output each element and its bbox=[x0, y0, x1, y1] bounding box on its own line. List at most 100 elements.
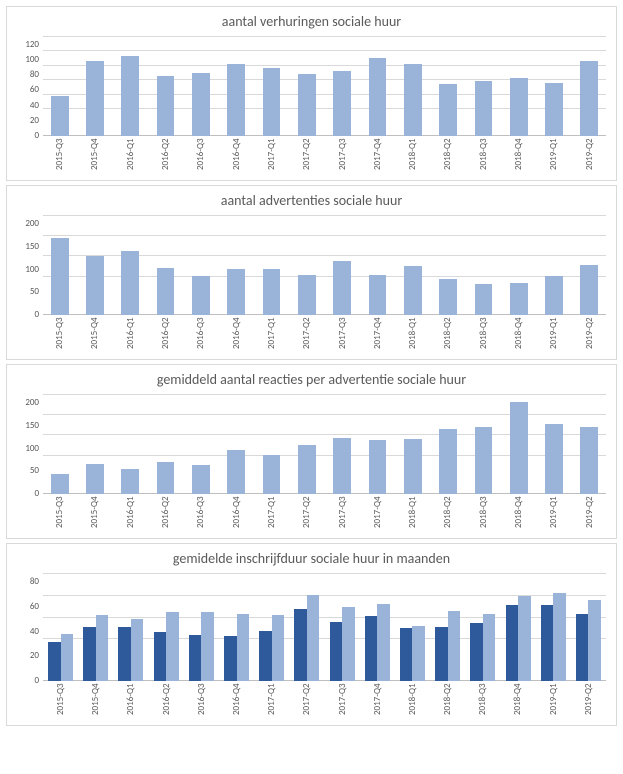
x-axis: 2015-Q32015-Q42016-Q12016-Q22016-Q32016-… bbox=[17, 138, 606, 176]
y-tick-label: 60 bbox=[17, 85, 39, 94]
x-tick-label: 2018-Q4 bbox=[506, 138, 531, 176]
bar bbox=[51, 96, 69, 136]
bar-slot bbox=[504, 573, 531, 681]
y-axis: 020406080100120 bbox=[17, 36, 43, 136]
bar bbox=[580, 61, 598, 136]
y-tick-label: 100 bbox=[17, 444, 39, 453]
chart-title: gemidelde inschrijfduur sociale huur in … bbox=[17, 550, 606, 567]
x-tick-label: 2018-Q3 bbox=[469, 683, 496, 721]
x-tick-label: 2015-Q3 bbox=[47, 496, 72, 534]
y-tick-label: 0 bbox=[17, 310, 39, 319]
bar-slot bbox=[153, 394, 178, 494]
bar bbox=[448, 611, 461, 681]
bars-container bbox=[43, 573, 606, 681]
bar bbox=[224, 636, 237, 681]
bar bbox=[192, 465, 210, 494]
bar bbox=[121, 469, 139, 494]
chart-panel-inschrijfduur: gemidelde inschrijfduur sociale huur in … bbox=[6, 543, 617, 726]
x-tick-label: 2018-Q2 bbox=[435, 138, 460, 176]
x-tick-label: 2017-Q2 bbox=[294, 138, 319, 176]
bar-slot bbox=[435, 394, 460, 494]
bar bbox=[201, 612, 214, 681]
chart-body: 020406080100120 bbox=[17, 36, 606, 136]
bar-slot bbox=[223, 573, 250, 681]
y-tick-label: 200 bbox=[17, 398, 39, 407]
x-tick-label: 2016-Q3 bbox=[188, 138, 213, 176]
bar-slot bbox=[577, 215, 602, 315]
x-tick-label: 2019-Q1 bbox=[540, 683, 567, 721]
y-tick-label: 150 bbox=[17, 421, 39, 430]
y-tick-label: 0 bbox=[17, 676, 39, 685]
plot-area bbox=[43, 573, 606, 681]
y-tick-label: 120 bbox=[17, 40, 39, 49]
x-axis: 2015-Q32015-Q42016-Q12016-Q22016-Q32016-… bbox=[17, 683, 606, 721]
bar bbox=[333, 71, 351, 136]
bar bbox=[506, 605, 519, 681]
bar bbox=[86, 256, 104, 315]
bar-slot bbox=[259, 215, 284, 315]
bar-slot bbox=[294, 36, 319, 136]
bar-slot bbox=[506, 36, 531, 136]
bar-slot bbox=[259, 394, 284, 494]
bars-container bbox=[43, 394, 606, 494]
x-tick-label: 2018-Q3 bbox=[471, 317, 496, 355]
bar bbox=[518, 596, 531, 681]
bar-slot bbox=[329, 573, 356, 681]
bar bbox=[435, 627, 448, 681]
x-tick-label: 2016-Q1 bbox=[118, 138, 143, 176]
bars-container bbox=[43, 215, 606, 315]
bar bbox=[48, 642, 61, 681]
x-tick-label: 2018-Q2 bbox=[435, 496, 460, 534]
x-tick-label: 2017-Q2 bbox=[293, 683, 320, 721]
x-tick-label: 2015-Q3 bbox=[47, 138, 72, 176]
plot-area bbox=[43, 36, 606, 136]
bar-slot bbox=[82, 394, 107, 494]
y-tick-label: 60 bbox=[17, 602, 39, 611]
x-axis: 2015-Q32015-Q42016-Q12016-Q22016-Q32016-… bbox=[17, 317, 606, 355]
bar bbox=[333, 261, 351, 315]
bar-slot bbox=[577, 394, 602, 494]
x-tick-label: 2017-Q3 bbox=[329, 683, 356, 721]
y-tick-label: 20 bbox=[17, 651, 39, 660]
x-tick-label: 2017-Q4 bbox=[365, 138, 390, 176]
x-tick-label: 2015-Q4 bbox=[82, 683, 109, 721]
bar bbox=[439, 429, 457, 494]
bar bbox=[118, 627, 131, 681]
chart-body: 050100150200 bbox=[17, 394, 606, 494]
x-tick-label: 2017-Q1 bbox=[259, 138, 284, 176]
chart-panel-advertenties: aantal advertenties sociale huur05010015… bbox=[6, 185, 617, 360]
bar-slot bbox=[575, 573, 602, 681]
bar bbox=[121, 56, 139, 136]
bar-slot bbox=[541, 394, 566, 494]
bar bbox=[227, 269, 245, 316]
bar bbox=[121, 251, 139, 315]
x-tick-label: 2018-Q1 bbox=[399, 683, 426, 721]
bar bbox=[157, 462, 175, 495]
chart-body: 020406080 bbox=[17, 573, 606, 681]
y-tick-label: 40 bbox=[17, 627, 39, 636]
y-tick-label: 20 bbox=[17, 116, 39, 125]
bar bbox=[61, 634, 74, 681]
bar bbox=[400, 628, 413, 681]
x-tick-label: 2018-Q1 bbox=[400, 496, 425, 534]
bar-slot bbox=[471, 394, 496, 494]
bar bbox=[154, 632, 167, 681]
bar-slot bbox=[365, 36, 390, 136]
x-tick-label: 2016-Q2 bbox=[153, 138, 178, 176]
bar-slot bbox=[118, 215, 143, 315]
bar-slot bbox=[506, 394, 531, 494]
bar-slot bbox=[258, 573, 285, 681]
x-tick-label: 2017-Q2 bbox=[294, 317, 319, 355]
bar-slot bbox=[82, 573, 109, 681]
x-tick-label: 2016-Q2 bbox=[153, 317, 178, 355]
x-tick-label: 2019-Q1 bbox=[541, 138, 566, 176]
bar bbox=[541, 605, 554, 681]
x-tick-label: 2017-Q3 bbox=[330, 138, 355, 176]
x-tick-label: 2015-Q4 bbox=[82, 317, 107, 355]
x-tick-label: 2018-Q4 bbox=[506, 496, 531, 534]
x-tick-label: 2015-Q3 bbox=[47, 317, 72, 355]
bar-slot bbox=[506, 215, 531, 315]
y-axis: 050100150200 bbox=[17, 394, 43, 494]
bar bbox=[588, 600, 601, 681]
bar-slot bbox=[117, 573, 144, 681]
